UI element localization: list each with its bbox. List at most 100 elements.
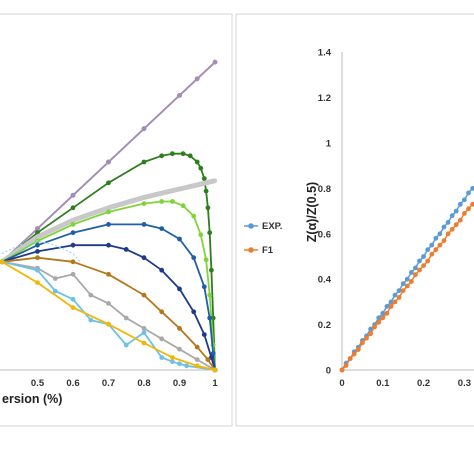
right-series-1-point	[351, 351, 357, 357]
left-series-7-point	[35, 255, 40, 261]
left-series-1-point	[141, 126, 147, 132]
left-series-5-point	[141, 222, 147, 227]
left-series-2-point	[198, 165, 204, 171]
right-series-1-point	[413, 272, 418, 278]
left-series-1-point	[212, 59, 218, 65]
left-series-5-point	[191, 255, 197, 261]
left-series-9-point	[170, 359, 175, 365]
right-series-1-point	[421, 263, 426, 268]
right-series-0-point	[462, 197, 467, 203]
right-series-0-point	[388, 299, 394, 305]
left-series-10-point	[106, 321, 111, 327]
right-series-1-point	[400, 288, 406, 293]
left-series-2-point	[205, 205, 211, 211]
right-series-1-point	[441, 238, 447, 244]
left-series-5-point	[159, 226, 165, 232]
left-series-9-point	[123, 342, 129, 348]
right-series-0-point	[396, 288, 402, 293]
left-series-5-point	[210, 351, 216, 356]
left-series-4-point	[159, 199, 165, 204]
right-series-1-point	[388, 304, 394, 309]
legend-exp-label: EXP.	[262, 221, 282, 232]
left-series-9-point	[88, 317, 94, 323]
legend-f1-marker	[248, 247, 254, 253]
left-series-7-point	[106, 271, 111, 277]
left-x-axis-label: ersion (%)	[2, 392, 62, 406]
right-series-0-point	[404, 276, 410, 282]
right-series-1-point	[445, 231, 451, 237]
left-series-6-point	[106, 242, 111, 248]
left-series-8-point	[52, 276, 58, 281]
left-series-5-point	[207, 315, 213, 321]
right-y-tick-label: 1	[326, 139, 332, 150]
left-series-1-point	[35, 226, 40, 232]
left-series-10-point	[170, 355, 175, 360]
left-series-2-point	[70, 205, 76, 211]
left-series-10-point	[194, 363, 200, 369]
left-series-7-line	[1, 256, 216, 371]
left-series-7-point	[205, 357, 211, 362]
left-x-tick-label: 0.9	[173, 378, 186, 389]
left-series-7-point	[177, 326, 182, 331]
right-x-tick-label: 0	[339, 378, 344, 389]
left-series-9-point	[35, 267, 40, 273]
right-series-1-point	[457, 217, 463, 223]
right-y-tick-label: 0.8	[318, 184, 331, 195]
left-series-2-point	[203, 188, 209, 194]
left-series-8-point	[194, 357, 200, 362]
left-series-4-point	[70, 222, 76, 227]
left-series-2-point	[159, 153, 165, 159]
left-series-11-line	[1, 240, 81, 263]
left-series-2-point	[207, 230, 213, 236]
right-series-1-point	[355, 347, 361, 352]
right-series-1-point	[466, 206, 471, 212]
left-series-8-point	[70, 271, 76, 277]
right-series-1-point	[404, 283, 410, 289]
right-series-0-point	[417, 258, 422, 264]
right-series-0-point	[453, 208, 459, 214]
left-series-9-point	[159, 355, 165, 360]
right-series-1-point	[372, 324, 377, 330]
left-x-tick-labels: 0.5 0.6 0.7 0.8 0.9 1	[31, 378, 218, 389]
left-series-2-point	[170, 151, 175, 157]
left-series-3-point	[212, 178, 218, 183]
left-series-5-point	[70, 230, 76, 236]
left-series-6-point	[191, 309, 197, 315]
left-series-8-point	[123, 315, 129, 321]
legend: EXP. F1	[244, 221, 282, 256]
right-series-1-point	[343, 363, 349, 368]
right-series-1-point	[384, 310, 390, 316]
right-y-tick-label: 0.6	[318, 229, 331, 240]
left-series-10-point	[35, 280, 40, 285]
right-series-1-point	[368, 331, 373, 337]
right-series-1-point	[396, 295, 402, 300]
left-series-2-line	[1, 152, 216, 371]
left-series-6-point	[159, 267, 165, 273]
left-series-2-point	[106, 180, 111, 186]
left-series-4-point	[191, 213, 197, 219]
left-x-tick-label: 0.5	[31, 378, 45, 389]
right-series-1-point	[433, 247, 439, 253]
left-series-8-point	[177, 346, 182, 352]
left-series-7-point	[194, 344, 200, 350]
right-series-1-point	[429, 251, 435, 257]
left-series-10-point	[70, 305, 76, 310]
left-series-3-point	[141, 195, 147, 200]
left-series-2-point	[180, 151, 186, 157]
left-series-4-point	[198, 232, 204, 238]
left-series-10-point	[141, 340, 147, 346]
right-x-tick-labels: 0 0.1 0.2 0.3	[339, 378, 471, 389]
left-x-tick-label: 1	[212, 378, 218, 389]
left-series-3-point	[106, 205, 111, 210]
right-series-0-point	[470, 186, 474, 191]
left-series-10-point	[0, 259, 5, 265]
left-series-10-point	[212, 367, 218, 373]
right-series-0-point	[380, 310, 386, 316]
right-series-0-point	[413, 265, 418, 271]
right-y-axis-label: Z(α)/Z(0.5)	[305, 182, 319, 242]
left-series-9-point	[52, 288, 58, 294]
left-series-9-point	[177, 361, 182, 367]
right-series-1-point	[380, 315, 386, 321]
left-series-5-point	[35, 242, 40, 248]
